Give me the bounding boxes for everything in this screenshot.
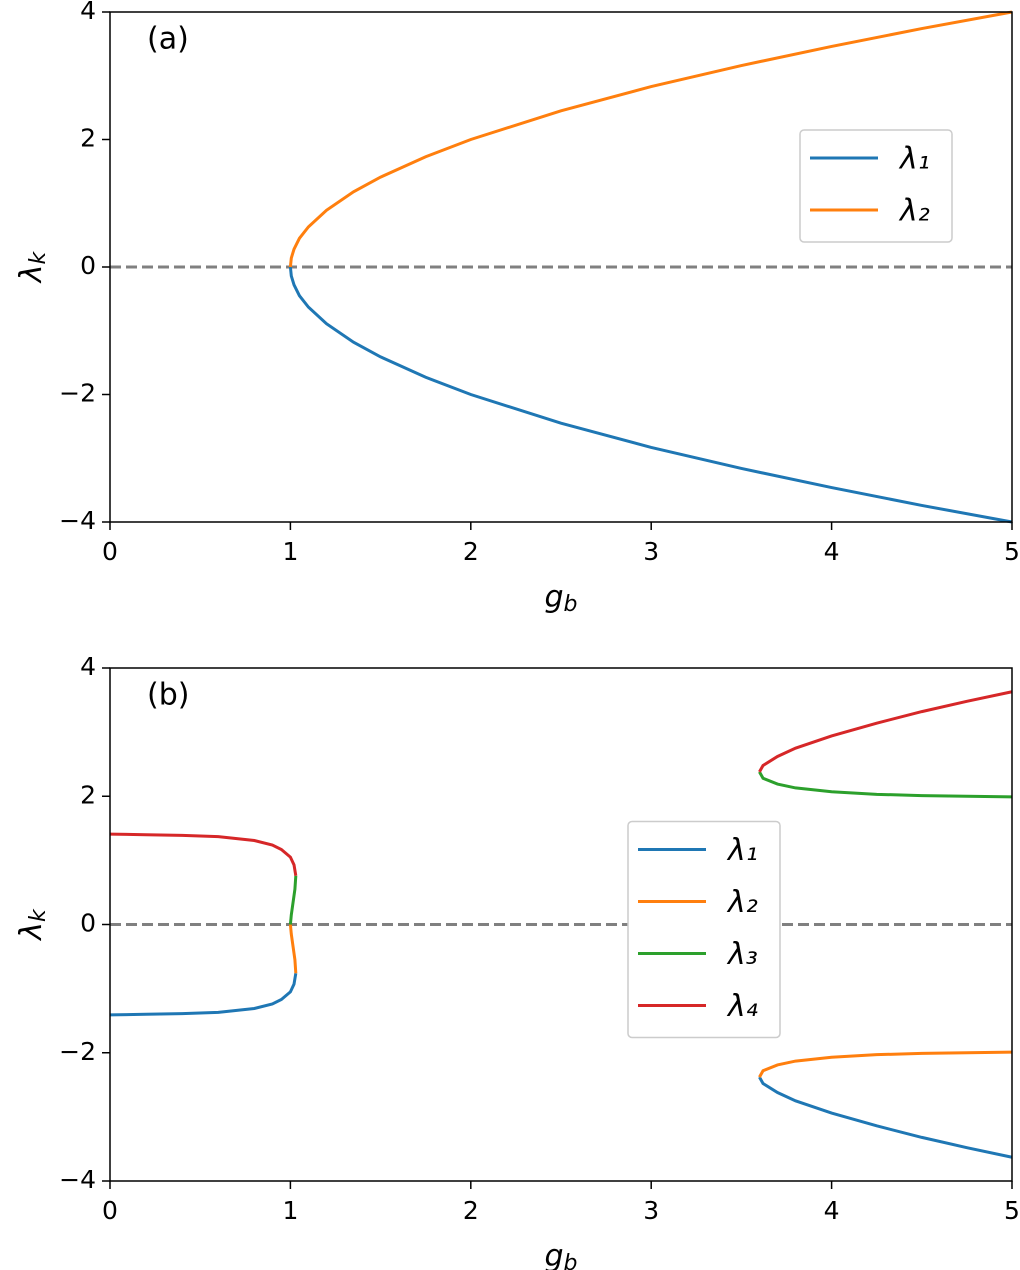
legend-label: λ₁ <box>898 142 930 177</box>
x-tick-label: 1 <box>282 1196 298 1225</box>
x-tick-label: 0 <box>102 1196 118 1225</box>
y-label-sub: k <box>26 908 51 922</box>
x-label-base: g <box>544 580 563 615</box>
x-tick-label: 4 <box>824 1196 840 1225</box>
legend-label: λ₂ <box>898 194 930 229</box>
x-label-sub: b <box>564 1251 578 1270</box>
y-tick-label: 4 <box>80 0 96 25</box>
y-axis-label: λk <box>14 250 52 284</box>
panel-label: (b) <box>147 678 189 713</box>
panel-label: (a) <box>147 22 189 57</box>
x-label-base: g <box>544 1239 563 1270</box>
x-tick-label: 5 <box>1004 537 1020 566</box>
y-tick-label: 2 <box>80 124 96 153</box>
series-line <box>288 771 1013 925</box>
y-axis-label: λk <box>14 908 52 942</box>
y-tick-label: 0 <box>80 909 96 938</box>
legend-box <box>627 820 781 1039</box>
legend-label: λ₃ <box>726 937 758 972</box>
x-tick-label: 1 <box>282 537 298 566</box>
x-tick-label: 3 <box>643 1196 659 1225</box>
legend-label: λ₄ <box>726 989 758 1024</box>
y-tick-label: −2 <box>59 1037 96 1066</box>
y-tick-label: 4 <box>80 652 96 681</box>
x-axis-label: gb <box>544 580 577 618</box>
series-line <box>109 690 1013 877</box>
x-tick-label: 4 <box>824 537 840 566</box>
y-tick-label: 0 <box>80 251 96 280</box>
x-axis-label: gb <box>544 1239 577 1270</box>
y-tick-label: −2 <box>59 379 96 408</box>
x-tick-label: 5 <box>1004 1196 1020 1225</box>
series-line <box>288 266 1013 524</box>
y-tick-label: −4 <box>59 506 96 535</box>
series-line <box>288 924 1013 1078</box>
series-line <box>109 972 1013 1159</box>
y-tick-label: −4 <box>59 1165 96 1194</box>
x-tick-label: 2 <box>463 1196 479 1225</box>
y-tick-label: 2 <box>80 780 96 809</box>
x-tick-label: 3 <box>643 537 659 566</box>
x-tick-label: 0 <box>102 537 118 566</box>
x-label-sub: b <box>564 592 578 617</box>
y-label-sub: k <box>26 250 51 264</box>
legend-label: λ₁ <box>726 833 758 868</box>
x-tick-label: 2 <box>463 537 479 566</box>
y-label-base: λ <box>14 922 49 942</box>
y-label-base: λ <box>14 264 49 284</box>
series-line <box>288 10 1013 268</box>
legend-label: λ₂ <box>726 885 758 920</box>
